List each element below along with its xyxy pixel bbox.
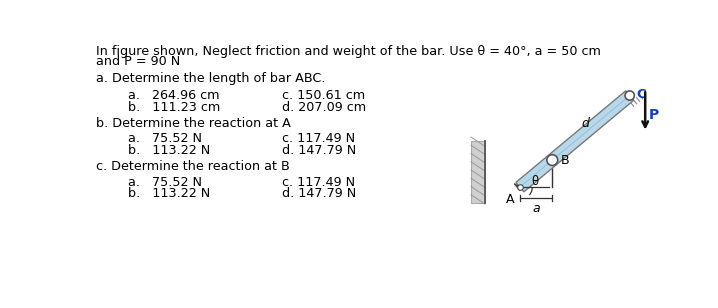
Text: a. Determine the length of bar ABC.: a. Determine the length of bar ABC. [96,72,325,85]
Text: c. 150.61 cm: c. 150.61 cm [282,89,365,102]
Text: a.   75.52 N: a. 75.52 N [129,132,202,145]
Text: d. 207.09 cm: d. 207.09 cm [282,101,366,114]
Circle shape [547,155,558,165]
Text: B: B [561,154,569,167]
Text: d. 147.79 N: d. 147.79 N [282,144,356,157]
Text: b.   113.22 N: b. 113.22 N [129,187,211,200]
Text: C: C [636,87,645,100]
Text: A: A [506,193,515,206]
Text: c. 117.49 N: c. 117.49 N [282,132,355,145]
Text: c. Determine the reaction at B: c. Determine the reaction at B [96,160,289,173]
Text: b.   111.23 cm: b. 111.23 cm [129,101,220,114]
Text: θ: θ [531,175,538,188]
Text: a: a [532,202,540,215]
Polygon shape [516,91,634,192]
Text: d. 147.79 N: d. 147.79 N [282,187,356,200]
Text: and P = 90 N: and P = 90 N [96,55,180,68]
Text: b.   113.22 N: b. 113.22 N [129,144,211,157]
Text: b. Determine the reaction at A: b. Determine the reaction at A [96,117,291,130]
Text: P: P [649,108,659,122]
Bar [471,141,485,203]
Text: a.   264.96 cm: a. 264.96 cm [129,89,220,102]
Text: a.   75.52 N: a. 75.52 N [129,176,202,188]
Circle shape [625,91,635,100]
Text: d: d [582,117,589,130]
Text: In figure shown, Neglect friction and weight of the bar. Use θ = 40°, a = 50 cm: In figure shown, Neglect friction and we… [96,45,601,58]
Text: c. 117.49 N: c. 117.49 N [282,176,355,188]
